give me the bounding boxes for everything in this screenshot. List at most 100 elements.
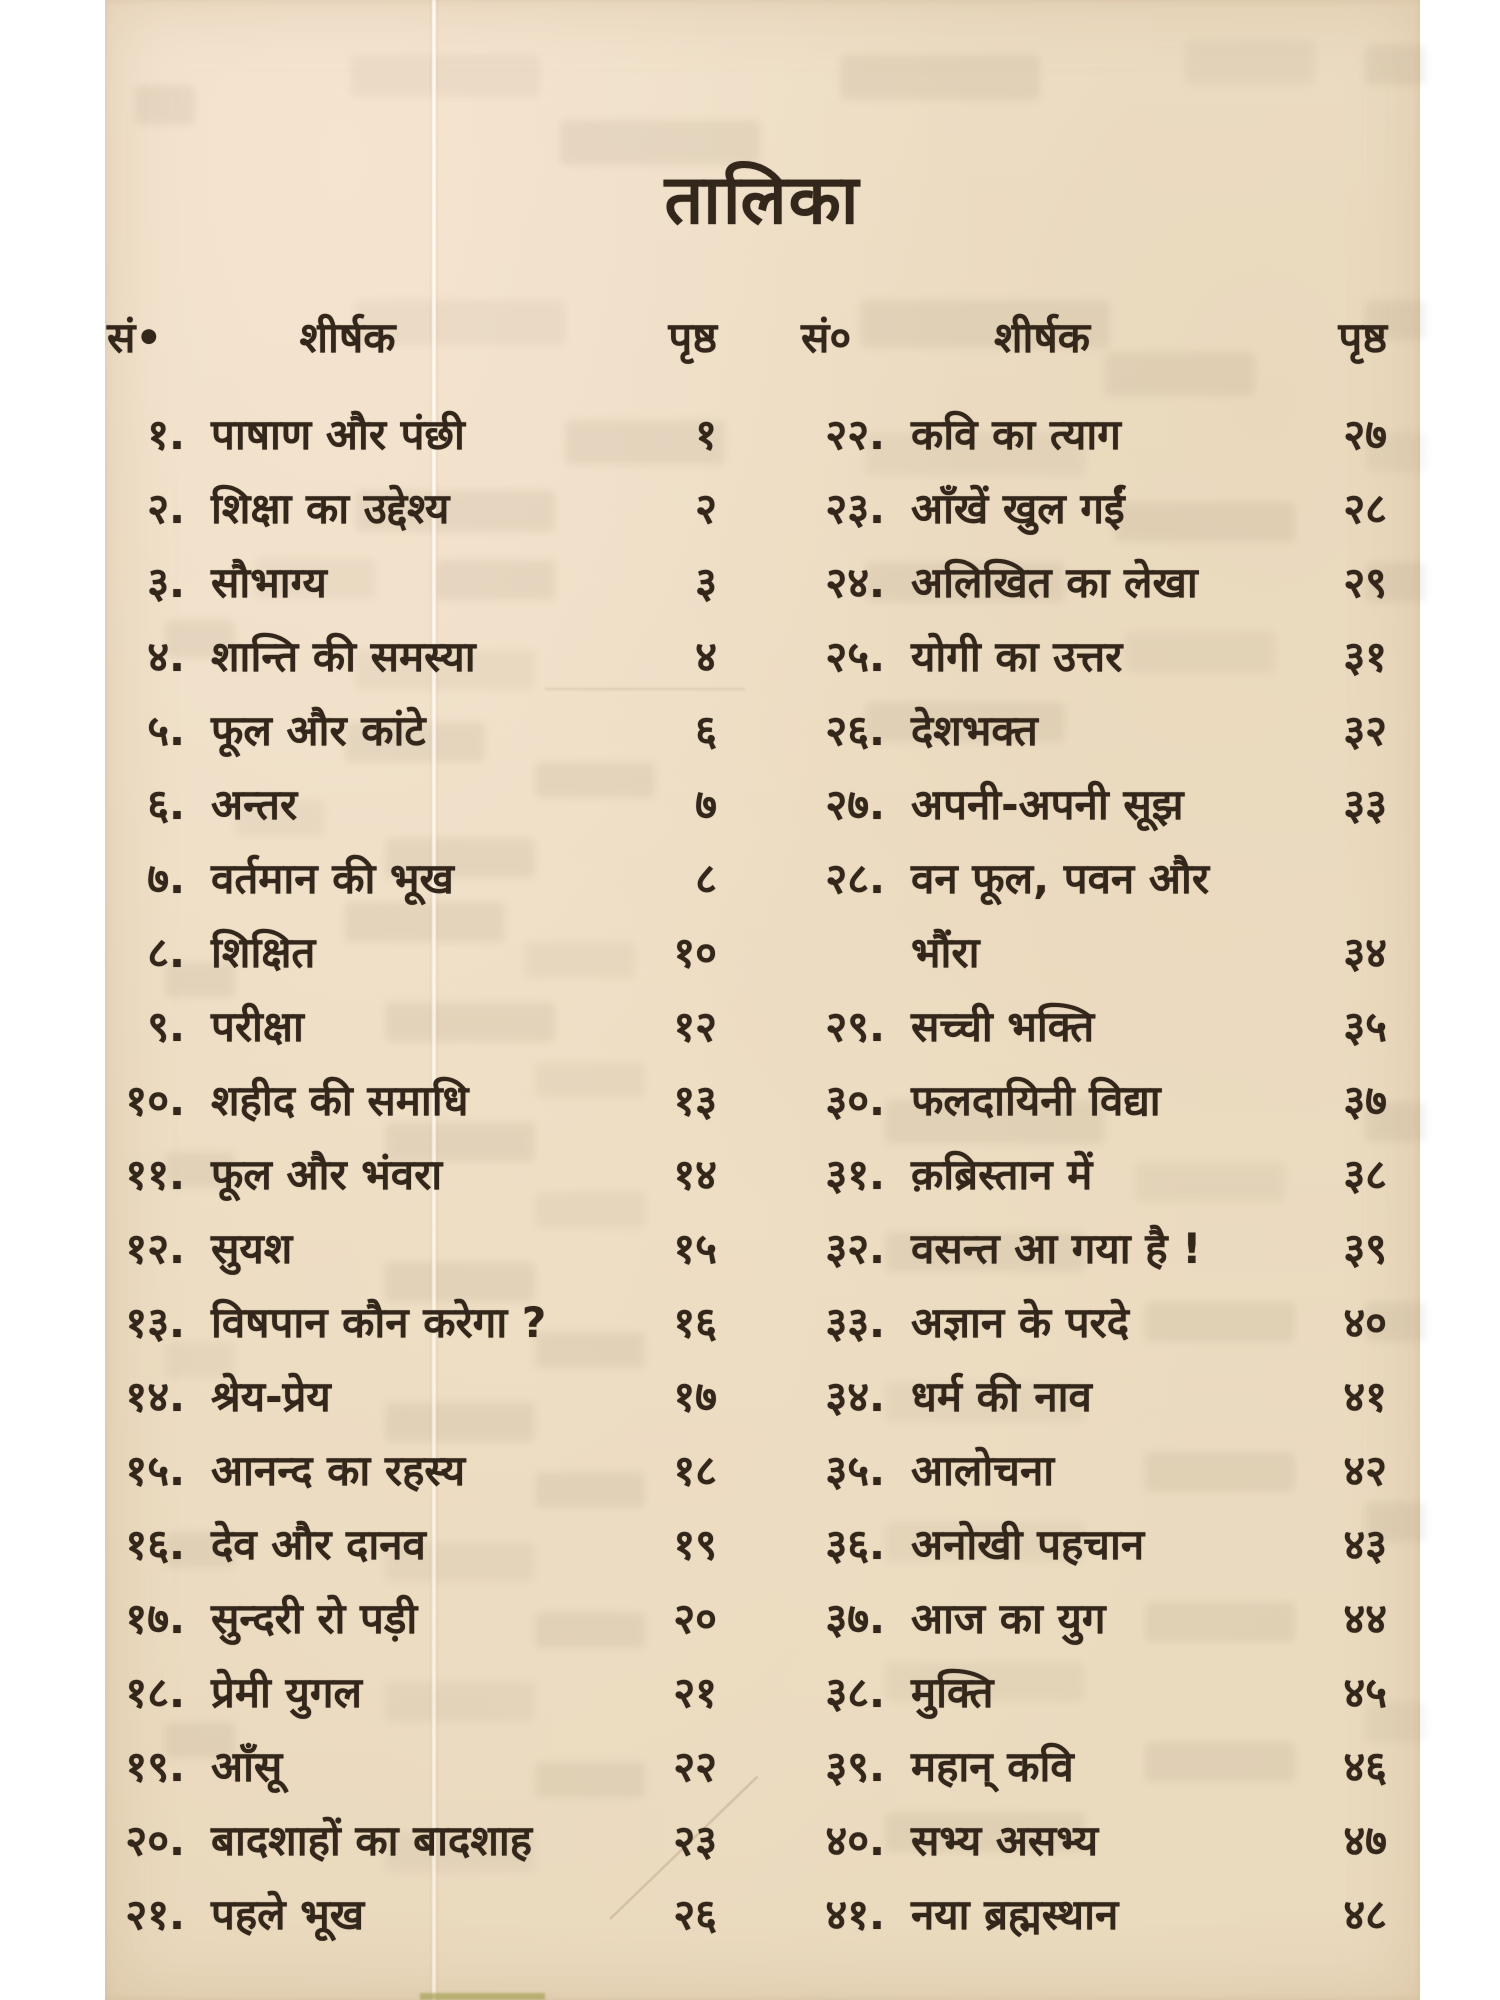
toc-title: प्रेमी युगल [211, 1668, 362, 1717]
toc-serial: ३८. [825, 1668, 885, 1717]
toc-row: २६. देशभक्त ३२ [785, 694, 1387, 768]
toc-page-number: १९ [673, 1520, 717, 1569]
toc-column-left: सं• शीर्षक पृष्ठ १. पाषाण और पंछी १ २. शिक्ष… [105, 310, 717, 1952]
toc-title: फूल और भंवरा [211, 1150, 443, 1199]
toc-row: २४. अलिखित का लेखा २९ [785, 546, 1387, 620]
toc-row: ३३. अज्ञान के परदे ४० [785, 1286, 1387, 1360]
toc-title: फूल और कांटे [211, 706, 426, 755]
toc-page-number: ३ [695, 558, 717, 607]
toc-row: ३. सौभाग्य ३ [105, 546, 717, 620]
scan-edge-artifact [420, 1993, 545, 2000]
toc-row: ७. वर्तमान की भूख ८ [105, 842, 717, 916]
toc-serial: ३५. [825, 1446, 885, 1495]
toc-title: कवि का त्याग [911, 410, 1121, 459]
toc-serial: ४०. [825, 1816, 885, 1865]
toc-serial: ३. [147, 558, 185, 607]
toc-row: २९. सच्ची भक्ति ३५ [785, 990, 1387, 1064]
toc-title: योगी का उत्तर [911, 632, 1123, 681]
toc-row: ३८. मुक्ति ४५ [785, 1656, 1387, 1730]
toc-page-number: २७ [1343, 410, 1387, 459]
toc-serial: २९. [825, 1002, 885, 1051]
toc-title: सुयश [211, 1224, 293, 1273]
toc-title: सभ्य असभ्य [911, 1816, 1099, 1865]
toc-title: भौंरा [911, 928, 980, 977]
toc-header-left: सं• शीर्षक पृष्ठ [105, 310, 717, 366]
toc-row: ३९. महान् कवि ४६ [785, 1730, 1387, 1804]
toc-serial: २४. [825, 558, 885, 607]
toc-serial: २०. [125, 1816, 185, 1865]
toc-serial: २५. [825, 632, 885, 681]
toc-title: अलिखित का लेखा [911, 558, 1198, 607]
toc-page-number: ३२ [1343, 706, 1387, 755]
toc-row: १३. विषपान कौन करेगा ? १६ [105, 1286, 717, 1360]
toc-title: नया ब्रह्मस्थान [911, 1890, 1119, 1939]
toc-page-number: १ [695, 410, 717, 459]
toc-title: अन्तर [211, 780, 298, 829]
bleedthrough-smudge [1185, 40, 1315, 85]
toc-page-number: ३७ [1343, 1076, 1387, 1125]
toc-serial: १०. [125, 1076, 185, 1125]
toc-serial: ४. [147, 632, 185, 681]
toc-page-number: २८ [1343, 484, 1387, 533]
toc-title: शिक्षा का उद्देश्य [211, 484, 450, 533]
toc-page-number: ४० [1343, 1298, 1387, 1347]
toc-page-number: ३१ [1343, 632, 1387, 681]
toc-serial: २८. [825, 854, 885, 903]
toc-page-number: ४३ [1343, 1520, 1387, 1569]
toc-serial: ३४. [825, 1372, 885, 1421]
toc-row: ३६. अनोखी पहचान ४३ [785, 1508, 1387, 1582]
toc-page-number: २ [695, 484, 717, 533]
toc-row: २३. आँखें खुल गईं २८ [785, 472, 1387, 546]
toc-title: अनोखी पहचान [911, 1520, 1145, 1569]
toc-title: सौभाग्य [211, 558, 327, 607]
toc-row: ५. फूल और कांटे ६ [105, 694, 717, 768]
toc-row: ६. अन्तर ७ [105, 768, 717, 842]
toc-title: शान्ति की समस्या [211, 632, 476, 681]
toc-row: १७. सुन्दरी रो पड़ी २० [105, 1582, 717, 1656]
toc-page-number: ३४ [1343, 928, 1387, 977]
toc-page-number: ४ [695, 632, 717, 681]
toc-serial: १. [147, 410, 185, 459]
toc-row: २५. योगी का उत्तर ३१ [785, 620, 1387, 694]
toc-column-right: सं० शीर्षक पृष्ठ २२. कवि का त्याग २७ २३. आँख… [785, 310, 1387, 1952]
toc-row: ३७. आज का युग ४४ [785, 1582, 1387, 1656]
toc-row: २. शिक्षा का उद्देश्य २ [105, 472, 717, 546]
toc-title: विषपान कौन करेगा ? [211, 1298, 547, 1347]
toc-serial: २६. [825, 706, 885, 755]
toc-page-number: १५ [673, 1224, 717, 1273]
page-column-header: पृष्ठ [668, 313, 717, 362]
toc-page-number: ३३ [1343, 780, 1387, 829]
toc-title: अज्ञान के परदे [911, 1298, 1130, 1347]
serial-column-header: सं० [801, 313, 852, 362]
toc-page-number: १३ [673, 1076, 717, 1125]
toc-page-number: २० [673, 1594, 717, 1643]
toc-page-number: ३८ [1343, 1150, 1387, 1199]
toc-serial: ९. [147, 1002, 185, 1051]
toc-title: शहीद की समाधि [211, 1076, 469, 1125]
title-column-header: शीर्षक [299, 313, 396, 362]
toc-header-right: सं० शीर्षक पृष्ठ [785, 310, 1387, 366]
toc-title: आनन्द का रहस्य [211, 1446, 466, 1495]
page-column-header: पृष्ठ [1338, 313, 1387, 362]
bleedthrough-smudge [350, 55, 540, 97]
toc-page-number: २६ [673, 1890, 717, 1939]
toc-row: १. पाषाण और पंछी १ [105, 398, 717, 472]
toc-row: ३२. वसन्त आ गया है ! ३९ [785, 1212, 1387, 1286]
page-crease-horizontal [545, 688, 745, 690]
page-title: तालिका [664, 161, 861, 240]
toc-page-number: २३ [673, 1816, 717, 1865]
toc-rows-right: २२. कवि का त्याग २७ २३. आँखें खुल गईं २८ २४. अल… [785, 398, 1387, 1952]
toc-title: शिक्षित [211, 928, 316, 977]
toc-title: मुक्ति [911, 1668, 994, 1717]
toc-title: अपनी-अपनी सूझ [911, 780, 1184, 829]
toc-page-number: ४५ [1343, 1668, 1387, 1717]
toc-serial: २३. [825, 484, 885, 533]
toc-serial: ३७. [825, 1594, 885, 1643]
toc-serial: ३३. [825, 1298, 885, 1347]
toc-serial: ७. [147, 854, 185, 903]
toc-row: ११. फूल और भंवरा १४ [105, 1138, 717, 1212]
toc-title: महान् कवि [911, 1742, 1074, 1791]
toc-title: श्रेय-प्रेय [211, 1372, 331, 1421]
toc-page-number: ४१ [1343, 1372, 1387, 1421]
toc-page-number: ४७ [1343, 1816, 1387, 1865]
